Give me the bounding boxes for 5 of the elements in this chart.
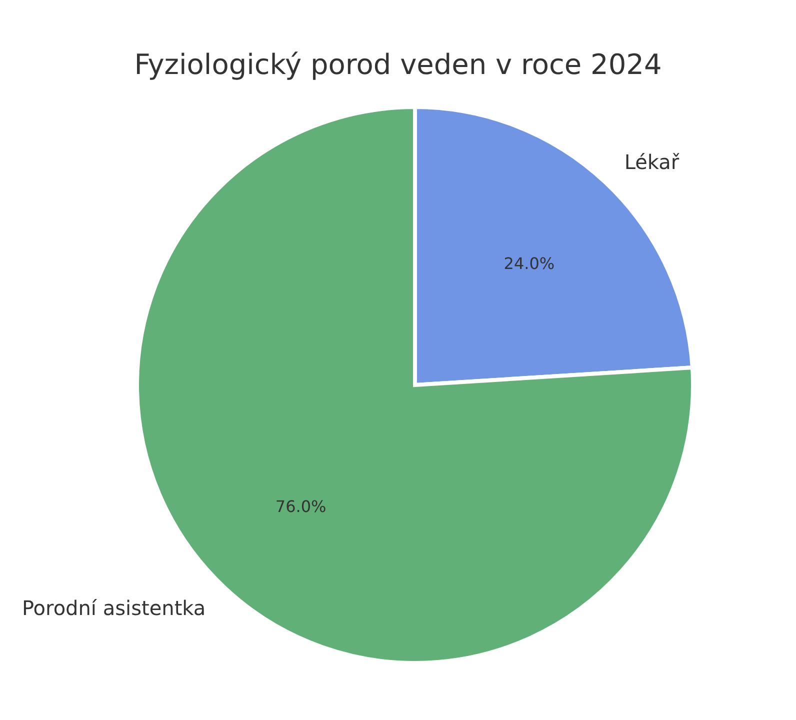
slice-label: Lékař	[624, 150, 680, 174]
data-label: 24.0%	[504, 254, 555, 273]
data-label: 76.0%	[275, 497, 326, 516]
slice-label: Porodní asistentka	[22, 596, 206, 620]
chart-title: Fyziologický porod veden v roce 2024	[133, 48, 663, 81]
